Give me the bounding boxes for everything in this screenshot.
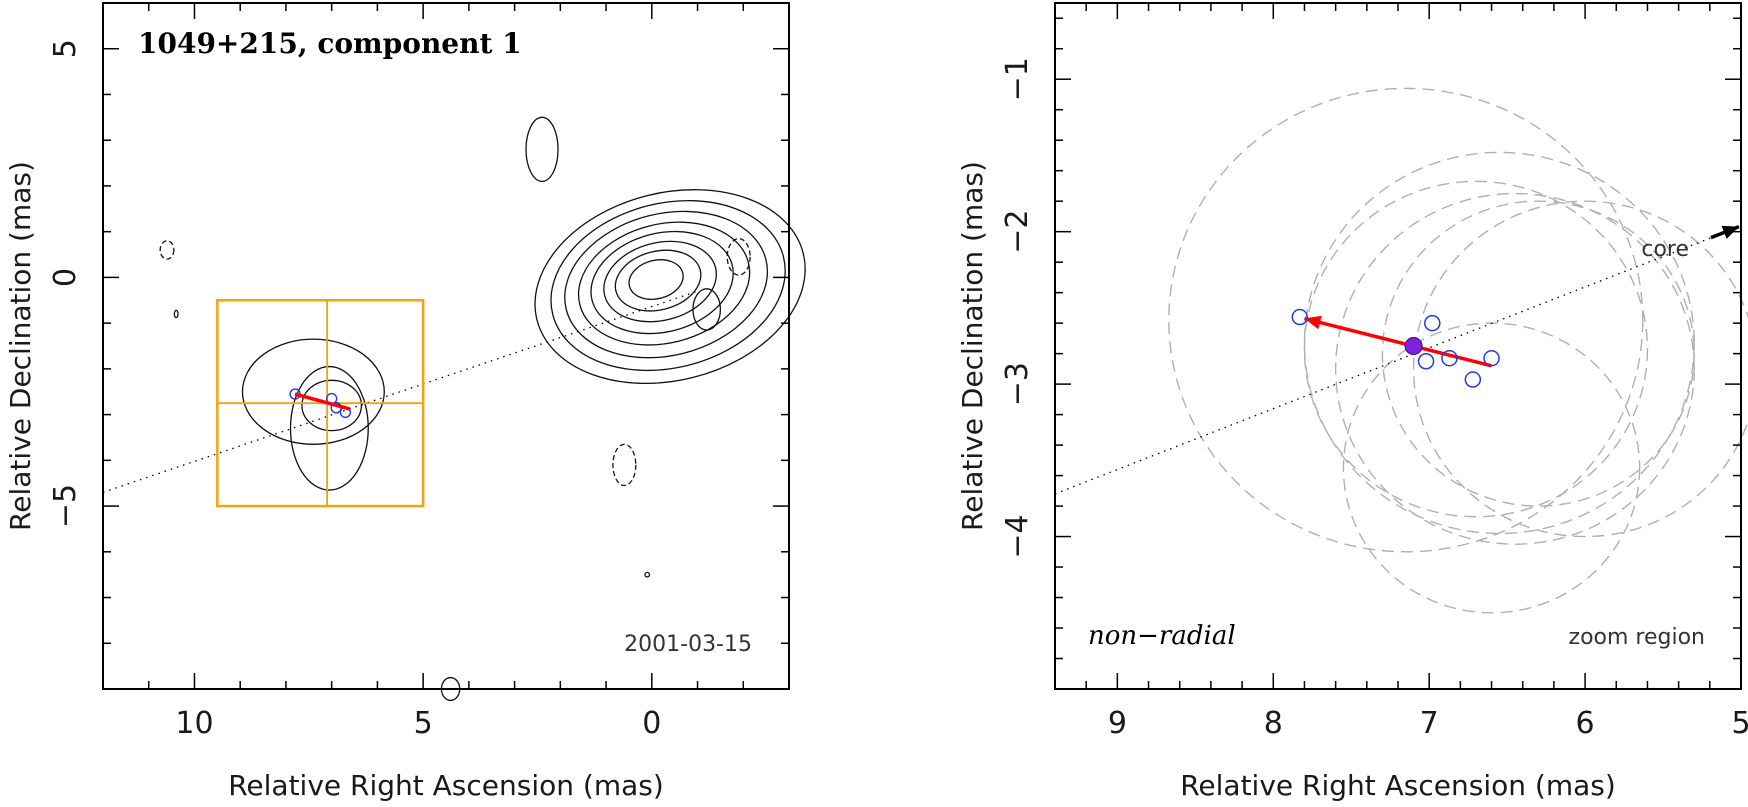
position-uncertainty-circle <box>1334 192 1695 545</box>
position-uncertainty-circle <box>1303 151 1695 535</box>
core-contour-level <box>603 240 718 323</box>
negative-contour <box>726 237 751 276</box>
right-y-axis-label: Relative Declination (mas) <box>956 161 989 531</box>
negative-contour <box>159 240 175 260</box>
core-contour-level <box>564 210 769 359</box>
right-panel: 9 8 7 6 5 −1 −2 −3 −4 core non−radial zoom regio… <box>956 2 1748 802</box>
negative-contour <box>612 443 637 487</box>
right-plot-frame <box>1054 2 1742 690</box>
core-contour-level <box>614 249 702 312</box>
left-epoch-date: 2001-03-15 <box>624 632 752 657</box>
right-epoch-point <box>1417 352 1435 370</box>
position-uncertainty-circle <box>1342 322 1641 614</box>
right-x-tick-label: 5 <box>1731 706 1748 741</box>
isolated-contour <box>644 571 651 578</box>
left-x-tick-label: 5 <box>414 706 433 741</box>
left-motion-vector <box>294 392 351 411</box>
right-y-tick-label: −4 <box>1000 514 1035 558</box>
left-y-tick-label: 5 <box>48 39 83 58</box>
right-x-tick-label: 7 <box>1420 706 1439 741</box>
right-epoch-point <box>1464 371 1482 388</box>
isolated-contour <box>525 116 559 183</box>
non-radial-annotation: non−radial <box>1088 621 1236 651</box>
right-x-tick-label: 6 <box>1576 706 1595 741</box>
right-y-tick-label: −2 <box>1000 210 1035 254</box>
mean-position-point <box>1404 337 1423 355</box>
core-direction-arrow-head <box>1721 225 1739 239</box>
core-contour-level <box>628 259 684 300</box>
isolated-contour <box>692 288 722 331</box>
position-uncertainty-circle <box>1303 180 1649 518</box>
right-epoch-point <box>1483 349 1500 367</box>
left-y-tick-label: −5 <box>48 484 83 528</box>
position-uncertainty-circle <box>1412 200 1748 538</box>
core-contour-level <box>550 199 786 372</box>
left-y-axis-label: Relative Declination (mas) <box>4 161 37 531</box>
left-ticks: 10 5 0 5 0 −5 <box>48 2 790 741</box>
right-ticks: 9 8 7 6 5 −1 −2 −3 −4 <box>1000 3 1748 741</box>
right-epoch-point <box>1441 349 1458 367</box>
position-uncertainty-circle <box>1381 200 1695 507</box>
right-y-tick-label: −1 <box>1000 57 1035 101</box>
position-uncertainty-circle <box>1168 87 1644 553</box>
right-motion-vector-head <box>1304 315 1322 330</box>
left-plot-title: 1049+215, component 1 <box>138 27 522 60</box>
right-x-tick-label: 8 <box>1264 706 1283 741</box>
left-plot-frame <box>102 2 790 690</box>
left-x-tick-label: 10 <box>175 706 213 741</box>
isolated-contour <box>173 309 179 319</box>
right-y-tick-label: −3 <box>1000 362 1035 406</box>
right-x-axis-label: Relative Right Ascension (mas) <box>1180 769 1616 802</box>
left-component-data <box>289 388 352 419</box>
left-x-axis-label: Relative Right Ascension (mas) <box>228 769 664 802</box>
jet-axis-line <box>102 290 698 493</box>
zoom-region-annotation: zoom region <box>1569 625 1705 650</box>
left-y-tick-label: 0 <box>48 268 83 287</box>
right-x-tick-label: 9 <box>1108 706 1127 741</box>
core-contour-level <box>590 230 734 335</box>
right-jet-axis-line <box>1054 230 1728 495</box>
right-epoch-point <box>1291 308 1309 326</box>
right-motion-vector <box>1304 316 1492 368</box>
left-x-tick-label: 0 <box>642 706 661 741</box>
left-contours <box>102 116 806 702</box>
core-contour-level <box>577 221 751 346</box>
component-contour <box>289 365 369 491</box>
core-contour-level <box>534 189 806 385</box>
left-zoom-box <box>216 299 425 508</box>
left-panel: 10 5 0 5 0 −5 1049+215, component 1 2001-03-1… <box>4 2 806 802</box>
right-uncertainty-circles <box>1168 87 1748 614</box>
component-contour <box>241 338 385 445</box>
component-contour <box>301 379 363 432</box>
right-epoch-point <box>1424 314 1441 332</box>
core-direction-label: core <box>1641 237 1689 262</box>
